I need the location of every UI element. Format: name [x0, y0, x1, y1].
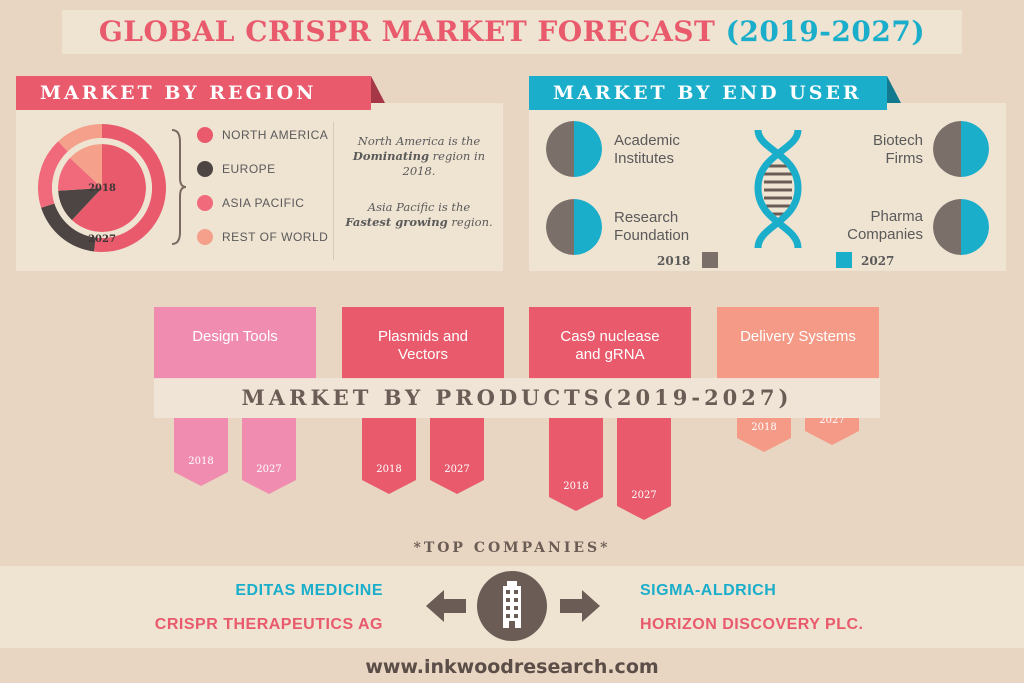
products-banner: MARKET BY PRODUCTS(2019-2027)	[154, 378, 880, 418]
donut-slice-2018-3	[69, 144, 102, 188]
legend-label-3: REST OF WORLD	[222, 230, 329, 244]
company-horizon: HORIZON DISCOVERY PLC.	[640, 616, 864, 633]
end-user-academic: Academic Institutes	[614, 132, 680, 167]
product-arrow-0-y2027	[242, 418, 296, 494]
region-banner: MARKET BY REGION	[16, 76, 371, 110]
legend-2027-swatch	[836, 252, 852, 268]
product-box-3: Delivery Systems	[717, 307, 879, 379]
product-box-1: Plasmids and Vectors	[342, 307, 504, 379]
end-user-biotech: Biotech Firms	[872, 132, 923, 167]
donut-inner-year: 2018	[88, 183, 116, 194]
page-title: GLOBAL CRISPR MARKET FORECAST (2019-2027…	[62, 10, 962, 54]
arrow-left-icon	[426, 590, 466, 622]
legend-dot-2	[197, 195, 213, 211]
legend-dot-1	[197, 161, 213, 177]
product-year-3-y2018: 2018	[751, 422, 777, 433]
donut-slice-2027-2	[38, 141, 68, 208]
product-arrow-0-y2018	[174, 418, 228, 486]
end-user-banner: MARKET BY END USER	[529, 76, 887, 110]
product-arrow-3-y2027	[805, 418, 859, 445]
product-year-1-y2027: 2027	[444, 464, 470, 475]
product-arrow-2-y2018	[549, 418, 603, 511]
product-label-3: Delivery Systems	[740, 328, 856, 345]
product-year-0-y2018: 2018	[188, 456, 214, 467]
donut-slice-2018-0	[71, 144, 146, 232]
product-arrow-1-y2027	[430, 418, 484, 494]
donut-slice-2027-1	[41, 203, 96, 252]
legend-2027-label: 2027	[861, 254, 895, 268]
legend-label-0: NORTH AMERICA	[222, 128, 329, 142]
region-donut-chart: 2018 2027	[38, 124, 166, 252]
end-user-banner-fold	[887, 76, 901, 103]
research-circle	[546, 199, 602, 255]
product-year-1-y2018: 2018	[376, 464, 402, 475]
product-year-2-y2027: 2027	[631, 490, 657, 501]
product-year-2-y2018: 2018	[563, 481, 589, 492]
legend-dot-0	[197, 127, 213, 143]
donut-separator	[52, 138, 152, 238]
product-label-2: Cas9 nuclease and gRNA	[560, 328, 660, 363]
company-sigma-aldrich: SIGMA-ALDRICH	[640, 582, 777, 599]
product-label-0: Design Tools	[192, 328, 278, 345]
product-year-3-y2027: 2027	[819, 415, 845, 426]
region-banner-fold	[371, 76, 385, 103]
brace	[171, 129, 187, 245]
legend-2018-label: 2018	[657, 254, 691, 268]
legend-2018-swatch	[702, 252, 718, 268]
pharma-circle	[933, 199, 989, 255]
company-crispr-therapeutics: CRISPR THERAPEUTICS AG	[154, 616, 383, 633]
company-editas: EDITAS MEDICINE	[235, 582, 383, 599]
product-box-0: Design Tools	[154, 307, 316, 379]
donut-slice-2018-1	[58, 188, 102, 221]
donut-slice-2027-3	[58, 124, 102, 152]
title-main: GLOBAL CRISPR MARKET FORECAST	[98, 15, 716, 48]
divider	[333, 122, 334, 260]
product-box-2: Cas9 nuclease and gRNA	[529, 307, 691, 379]
donut-slice-2018-2	[58, 157, 102, 191]
region-note-dominating: North America is the Dominating region i…	[352, 134, 486, 178]
legend-label-1: EUROPE	[222, 162, 276, 176]
donut-outer-year: 2027	[88, 234, 116, 245]
product-arrow-3-y2018	[737, 418, 791, 452]
biotech-circle	[933, 121, 989, 177]
title-bar: GLOBAL CRISPR MARKET FORECAST (2019-2027…	[62, 10, 962, 54]
end-user-research: Research Foundation	[614, 209, 690, 244]
title-years: (2019-2027)	[725, 15, 926, 48]
product-arrow-2-y2027	[617, 418, 671, 520]
website-url[interactable]: www.inkwoodresearch.com	[365, 656, 659, 678]
donut-slice-2027-0	[93, 124, 166, 252]
end-user-pharma: Pharma Companies	[847, 208, 923, 243]
companies-title: *TOP COMPANIES*	[413, 540, 611, 556]
academic-circle	[546, 121, 602, 177]
dna-icon	[754, 129, 802, 249]
end-user-panel	[529, 103, 1006, 271]
legend-dot-3	[197, 229, 213, 245]
product-year-0-y2027: 2027	[256, 464, 282, 475]
product-arrow-1-y2018	[362, 418, 416, 494]
region-note-fastest: Asia Pacific is the Fastest growing regi…	[345, 200, 493, 229]
legend-label-2: ASIA PACIFIC	[222, 196, 305, 210]
arrow-right-icon	[560, 590, 600, 622]
product-label-1: Plasmids and Vectors	[377, 328, 469, 363]
building-icon	[477, 571, 547, 641]
